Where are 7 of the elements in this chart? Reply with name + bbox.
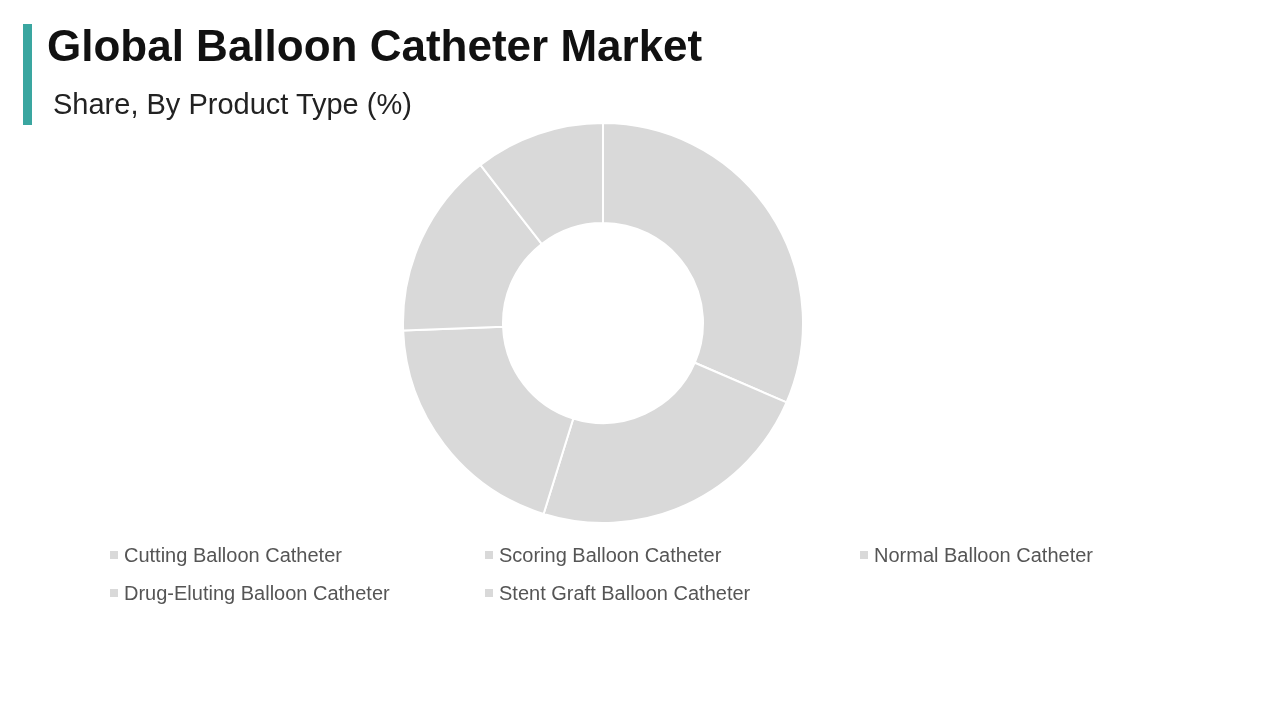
legend-label: Cutting Balloon Catheter <box>124 544 343 566</box>
legend-label: Stent Graft Balloon Catheter <box>499 582 751 604</box>
legend-label: Scoring Balloon Catheter <box>499 544 722 566</box>
chart-subtitle: Share, By Product Type (%) <box>53 87 412 120</box>
legend-label: Normal Balloon Catheter <box>874 544 1094 566</box>
legend-label: Drug-Eluting Balloon Catheter <box>124 582 391 604</box>
chart-title: Global Balloon Catheter Market <box>47 20 703 70</box>
